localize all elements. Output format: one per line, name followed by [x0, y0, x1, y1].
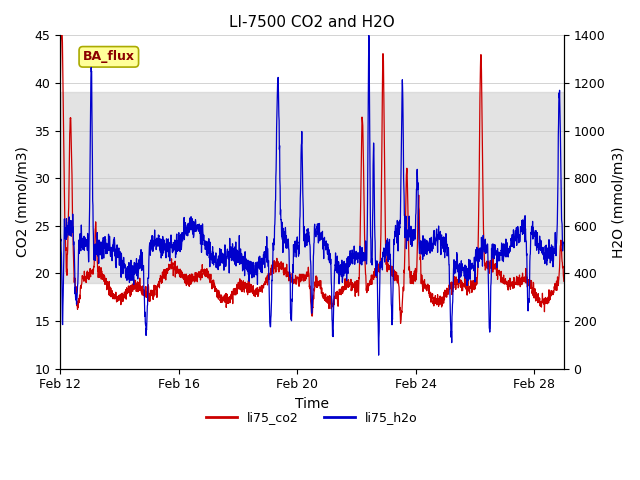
Legend: li75_co2, li75_h2o: li75_co2, li75_h2o	[201, 406, 423, 429]
Y-axis label: CO2 (mmol/m3): CO2 (mmol/m3)	[15, 146, 29, 257]
Bar	[60, 188, 564, 283]
Title: LI-7500 CO2 and H2O: LI-7500 CO2 and H2O	[229, 15, 395, 30]
X-axis label: Time: Time	[295, 397, 329, 411]
Y-axis label: H2O (mmol/m3): H2O (mmol/m3)	[611, 146, 625, 258]
Text: BA_flux: BA_flux	[83, 50, 135, 63]
Bar	[60, 93, 564, 188]
